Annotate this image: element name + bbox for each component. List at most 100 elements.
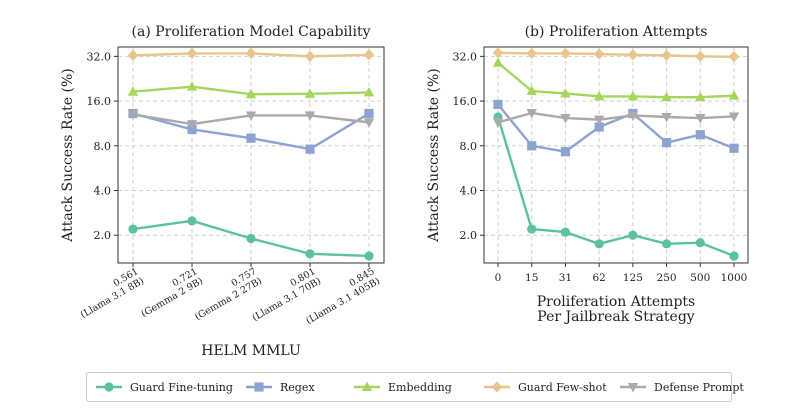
data-point	[363, 87, 375, 97]
y-tick-label: 8.0	[460, 140, 478, 153]
x-tick-label: 500	[690, 272, 710, 284]
y-tick-label: 32.0	[87, 50, 112, 63]
x-tick-label: 0	[495, 272, 502, 284]
data-point	[527, 141, 537, 151]
chart-title: (b) Proliferation Attempts	[525, 24, 708, 40]
data-point	[593, 115, 605, 126]
data-point	[560, 47, 571, 60]
data-point	[593, 48, 605, 60]
y-tick-label: 16.0	[87, 95, 112, 108]
x-axis-label: HELM MMLU	[201, 343, 301, 359]
data-point	[364, 108, 374, 119]
data-point	[187, 216, 197, 226]
data-point	[729, 251, 739, 261]
data-point	[661, 239, 672, 249]
data-point	[492, 57, 504, 67]
data-point	[245, 47, 257, 60]
x-axis-label: Proliferation Attempts	[537, 294, 695, 310]
data-point	[560, 88, 571, 98]
series-guard_fewshot	[127, 47, 375, 62]
data-point	[304, 88, 316, 98]
data-point	[661, 91, 672, 102]
data-point	[186, 120, 198, 130]
x-tick-label: 15	[525, 272, 538, 284]
data-point	[245, 88, 257, 99]
x-tick-label: 31	[559, 272, 572, 284]
data-point	[628, 230, 638, 240]
y-tick-label: 32.0	[453, 50, 478, 63]
series-embedding	[492, 57, 740, 102]
data-point	[527, 224, 537, 234]
series-line	[497, 51, 735, 58]
y-tick-label: 4.0	[460, 185, 478, 198]
data-point	[186, 81, 198, 91]
data-point	[127, 110, 139, 120]
legend	[86, 372, 732, 402]
series-line	[496, 116, 735, 258]
data-point	[728, 90, 740, 100]
chart-title: (a) Proliferation Model Capability	[132, 24, 371, 40]
data-point	[526, 108, 537, 119]
y-tick-label: 16.0	[453, 95, 478, 108]
x-tick-label: 250	[657, 272, 677, 284]
panel-b: 2.0 4.0 8.0 16.0 32.0 0 15 31 62 125 250 500 1000 (b)…	[426, 24, 749, 325]
data-point	[363, 118, 375, 128]
data-point	[363, 49, 375, 61]
series-guard_finetuning	[493, 112, 739, 261]
series-line	[497, 103, 735, 153]
data-point	[493, 99, 503, 109]
y-tick-label: 2.0	[460, 229, 478, 242]
data-point	[304, 111, 316, 121]
data-point	[729, 143, 739, 153]
data-point	[305, 249, 315, 259]
panel-a: 2.04.08.016.032.00.561(Llama 3.1 8B) 0.72…	[60, 24, 385, 359]
series-guard_finetuning	[128, 216, 374, 261]
data-point	[594, 122, 604, 132]
data-point	[695, 238, 705, 248]
data-point	[695, 130, 705, 140]
data-point	[187, 124, 197, 135]
series-line	[497, 61, 735, 99]
data-point	[728, 112, 740, 122]
data-point	[560, 114, 571, 124]
series-embedding	[127, 81, 375, 99]
data-point	[661, 49, 672, 61]
series-guard_fewshot	[492, 47, 740, 63]
x-tick-label: 125	[623, 272, 643, 284]
data-point	[245, 111, 257, 121]
data-point	[305, 144, 315, 154]
data-point	[246, 233, 256, 244]
data-point	[364, 251, 374, 261]
data-point	[127, 49, 139, 61]
series-regex	[493, 99, 739, 157]
data-point	[695, 50, 706, 62]
y-axis-label: Attack Success Rate (%)	[60, 68, 76, 242]
x-tick-label: 1000	[721, 272, 748, 284]
data-point	[594, 239, 604, 249]
data-point	[661, 113, 672, 123]
x-tick-label: 0.561(Llama 3.1 8B)	[79, 266, 146, 321]
data-point	[526, 85, 537, 96]
series-defense_prompt	[492, 108, 740, 128]
y-tick-label: 4.0	[94, 185, 112, 198]
data-point	[560, 147, 571, 157]
x-tick-label: 62	[592, 272, 605, 284]
series-defense_prompt	[127, 110, 375, 130]
data-point	[593, 91, 605, 101]
data-point	[627, 91, 639, 101]
x-axis-label: Per Jailbreak Strategy	[537, 309, 694, 325]
y-tick-label: 2.0	[94, 229, 112, 242]
y-axis-label: Attack Success Rate (%)	[426, 68, 442, 242]
data-point	[728, 51, 740, 63]
data-point	[492, 118, 504, 128]
data-point	[526, 47, 537, 60]
y-tick-label: 8.0	[94, 140, 112, 153]
data-point	[304, 50, 316, 62]
data-point	[695, 91, 706, 102]
data-point	[627, 111, 639, 121]
data-point	[128, 224, 138, 234]
data-point	[627, 49, 639, 61]
data-point	[127, 86, 139, 96]
data-point	[560, 227, 571, 237]
data-point	[246, 133, 256, 143]
